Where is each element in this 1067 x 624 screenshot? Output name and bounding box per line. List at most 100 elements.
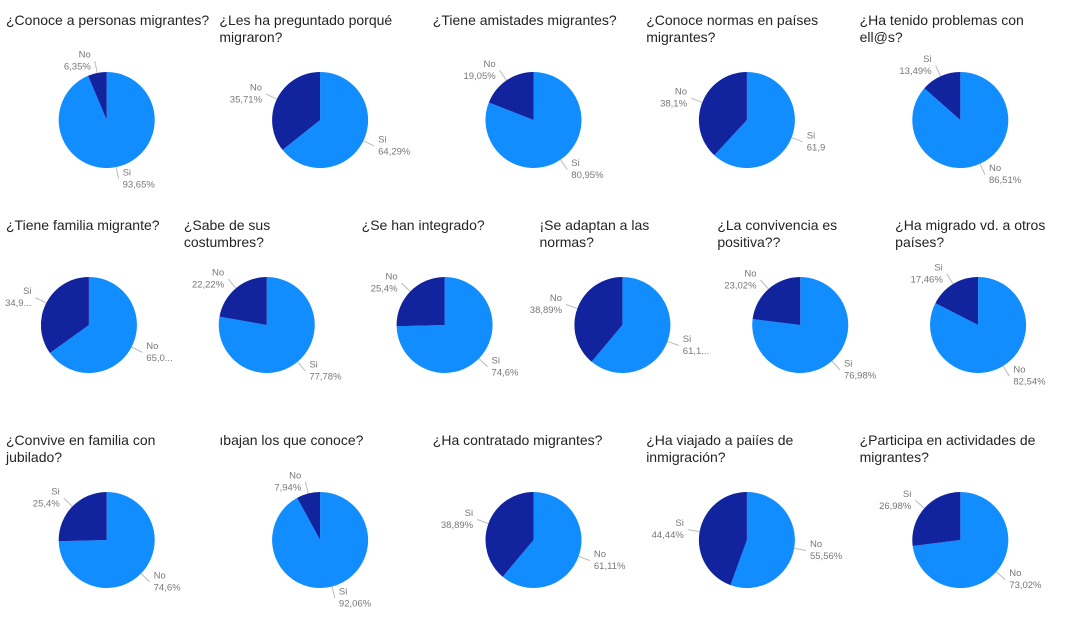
chart-title: ¿Ha contratado migrantes? (432, 432, 603, 448)
category-label: Si (123, 167, 131, 178)
value-label: 7,94% (274, 482, 301, 493)
category-label: No (146, 341, 158, 352)
value-label: 34,9... (5, 298, 31, 309)
chart-title: ¿Convive en familia con jubilado? (6, 432, 156, 465)
value-label: 74,6% (154, 582, 181, 593)
leader-line (565, 304, 578, 310)
category-label: Si (492, 355, 500, 366)
pie-slice (272, 72, 321, 150)
value-label: 25,4% (33, 499, 60, 510)
category-label: No (289, 470, 301, 481)
leader-line (401, 282, 411, 292)
leader-line (578, 555, 591, 561)
chart-title: ıbajan los que conoce? (219, 432, 364, 448)
category-label: Si (934, 262, 942, 273)
pie-slice (297, 492, 321, 540)
pie-slice (485, 492, 534, 577)
value-label: 38,89% (441, 520, 474, 531)
value-label: 65,0... (146, 353, 172, 364)
leader-line (995, 571, 1006, 581)
leader-line (935, 65, 942, 77)
value-label: 19,05% (463, 71, 496, 82)
leader-line (131, 346, 143, 353)
category-label: Si (51, 487, 59, 498)
pie-slice (752, 277, 801, 325)
pie-slice (396, 277, 445, 327)
pie-slice (282, 72, 369, 168)
pie-slice (930, 277, 1027, 374)
chart-title: ¿La convivencia es positiva?? (717, 217, 838, 250)
pie-slice (219, 277, 267, 325)
value-label: 93,65% (123, 179, 156, 190)
leader-line (331, 586, 336, 599)
chart-title: ¿Ha tenido problemas con ell@s? (859, 12, 1024, 45)
chart-title: ¿Se han integrado? (361, 217, 485, 233)
pie-slice (574, 277, 623, 362)
leader-line (94, 61, 98, 74)
pie-slice (485, 72, 582, 169)
leader-line (979, 163, 986, 175)
category-label: Si (683, 334, 691, 345)
leader-line (914, 499, 925, 509)
category-label: Si (339, 587, 347, 598)
value-label: 80,95% (571, 170, 604, 181)
value-label: 61,9 (807, 142, 826, 153)
leader-line (794, 547, 807, 551)
leader-line (478, 358, 488, 368)
category-label: No (212, 268, 224, 279)
value-label: 22,22% (192, 280, 225, 291)
category-label: No (1013, 365, 1025, 376)
value-label: 23,02% (724, 281, 757, 292)
category-label: No (550, 293, 562, 304)
leader-line (560, 159, 568, 170)
value-label: 25,4% (371, 284, 398, 295)
pie-slice (912, 492, 1009, 588)
category-label: No (154, 570, 166, 581)
category-label: No (79, 50, 91, 61)
leader-line (831, 360, 841, 371)
category-label: Si (903, 489, 911, 500)
category-label: Si (23, 286, 31, 297)
category-label: Si (675, 518, 683, 529)
pie-slice (912, 492, 961, 546)
value-label: 82,54% (1013, 377, 1046, 388)
category-label: No (744, 269, 756, 280)
leader-line (304, 481, 309, 494)
leader-line (297, 361, 306, 372)
value-label: 17,46% (911, 274, 944, 285)
pie-slice (58, 492, 155, 588)
category-label: Si (844, 358, 852, 369)
value-label: 13,49% (899, 66, 932, 77)
leader-line (946, 273, 954, 285)
pie-slice (698, 492, 747, 586)
chart-title: ¿Tiene amistades migrantes? (432, 12, 617, 28)
value-label: 26,98% (879, 501, 912, 512)
pie-slice (912, 72, 1009, 169)
value-label: 74,6% (492, 367, 519, 378)
chart-title: ¿Conoce a personas migrantes? (6, 12, 210, 28)
chart-title: ¿Sabe de sus costumbres? (183, 217, 271, 250)
category-label: No (594, 549, 606, 560)
leader-line (687, 529, 700, 533)
value-label: 86,51% (989, 175, 1022, 186)
chart-title: ¿Les ha preguntado porqué migraron? (219, 12, 393, 45)
value-label: 38,1% (660, 99, 687, 110)
pie-slice (730, 492, 795, 589)
pie-slice (591, 277, 671, 374)
pie-slice (924, 72, 961, 120)
leader-line (363, 140, 375, 147)
leader-line (115, 166, 120, 179)
category-label: No (1009, 568, 1021, 579)
leader-line (140, 573, 151, 583)
leader-line (791, 137, 803, 143)
chart-title: ¿Conoce normas en países migrantes? (646, 12, 819, 45)
leader-line (1002, 365, 1010, 377)
chart-title: ¿Tiene familia migrante? (6, 217, 160, 233)
leader-line (63, 497, 73, 507)
value-label: 61,11% (594, 561, 626, 572)
category-label: No (250, 82, 262, 93)
category-label: Si (807, 130, 815, 141)
pie-slice (488, 72, 534, 120)
